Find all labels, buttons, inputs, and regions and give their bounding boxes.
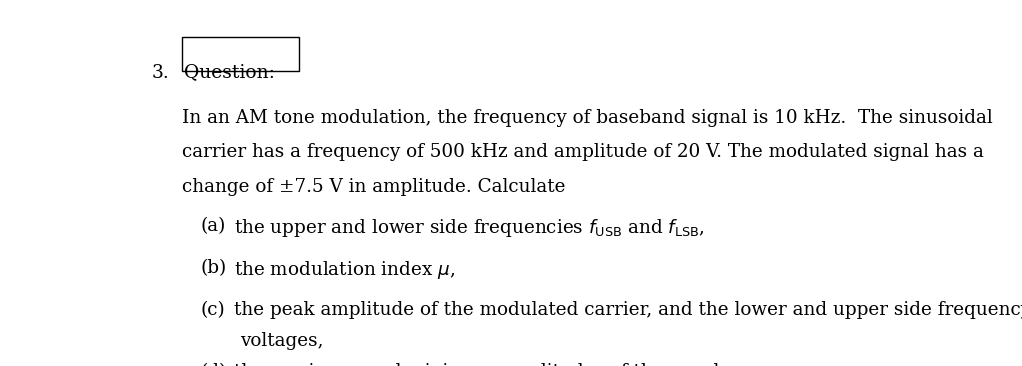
Text: (c): (c) [200,300,226,319]
Text: the peak amplitude of the modulated carrier, and the lower and upper side freque: the peak amplitude of the modulated carr… [234,300,1022,319]
Text: voltages,: voltages, [240,332,324,350]
Text: (d): (d) [200,363,227,366]
Text: change of ±7.5 V in amplitude. Calculate: change of ±7.5 V in amplitude. Calculate [182,178,565,195]
Text: carrier has a frequency of 500 kHz and amplitude of 20 V. The modulated signal h: carrier has a frequency of 500 kHz and a… [182,143,983,161]
Text: In an AM tone modulation, the frequency of baseband signal is 10 kHz.  The sinus: In an AM tone modulation, the frequency … [182,109,992,127]
Text: the maximum and minimum amplitudes of the envelope.: the maximum and minimum amplitudes of th… [234,363,758,366]
Text: Question:: Question: [184,64,275,82]
Text: (b): (b) [200,259,227,277]
Text: (a): (a) [200,217,226,235]
Text: 3.: 3. [151,64,170,82]
Text: the modulation index $\mu$,: the modulation index $\mu$, [234,259,455,281]
Text: the upper and lower side frequencies $f_{\mathrm{USB}}$ and $f_{\mathrm{LSB}}$,: the upper and lower side frequencies $f_… [234,217,705,239]
